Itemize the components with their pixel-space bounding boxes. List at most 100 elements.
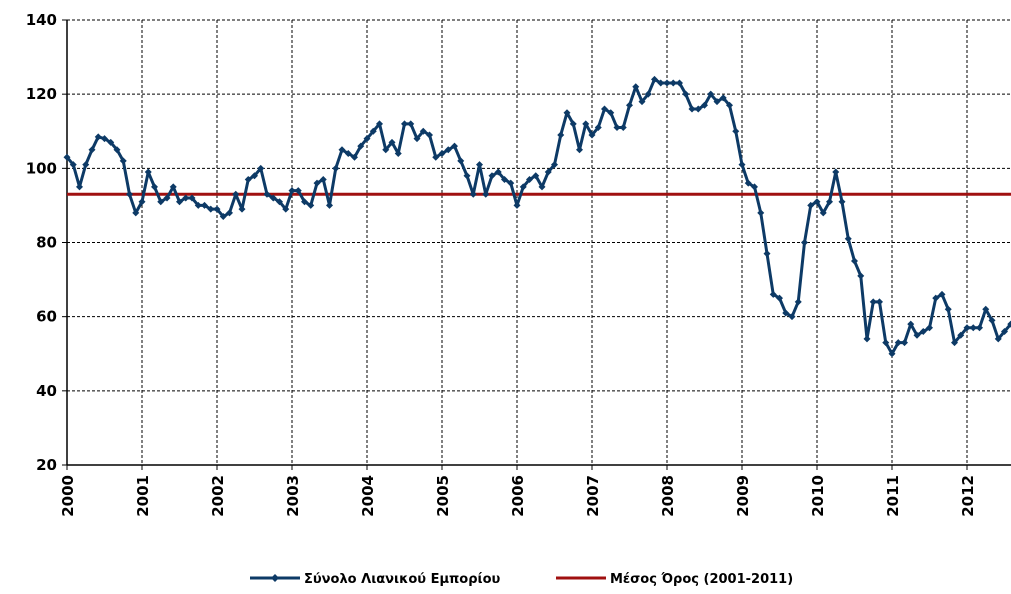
point: [382, 146, 390, 154]
point: [82, 161, 90, 169]
point: [619, 124, 627, 132]
point: [107, 138, 115, 146]
point: [401, 120, 408, 128]
x-tick-label: 2000: [59, 475, 77, 517]
point: [507, 179, 515, 187]
point: [976, 324, 983, 332]
x-tick-label: 2005: [434, 475, 452, 517]
x-tick-label: 2009: [734, 475, 752, 517]
point: [451, 142, 458, 150]
series-line: [65, 77, 1011, 356]
point: [726, 101, 733, 109]
point: [207, 205, 215, 213]
y-tick-label: 40: [36, 382, 57, 400]
point: [638, 98, 646, 106]
point: [969, 324, 977, 332]
point: [538, 183, 546, 191]
point: [632, 83, 640, 91]
point: [782, 309, 790, 317]
point: [582, 120, 590, 128]
point: [363, 135, 371, 143]
point: [238, 205, 246, 213]
point: [963, 324, 971, 332]
point: [613, 124, 621, 132]
point: [519, 183, 527, 191]
point: [532, 172, 540, 180]
point: [857, 272, 865, 280]
point: [463, 172, 471, 180]
point: [913, 331, 921, 339]
point: [476, 161, 483, 169]
point: [319, 175, 327, 183]
point: [569, 120, 577, 128]
point: [657, 79, 665, 87]
point: [801, 239, 808, 246]
point: [294, 187, 302, 195]
y-tick-label: 60: [36, 308, 57, 326]
point: [563, 109, 571, 117]
point: [151, 183, 158, 191]
point: [776, 294, 783, 302]
legend-label: Μέσος Όρος (2001-2011): [610, 572, 793, 587]
point: [788, 313, 796, 321]
point: [601, 105, 608, 113]
point: [282, 205, 290, 213]
point: [469, 190, 477, 198]
point: [432, 153, 440, 161]
point: [376, 120, 383, 128]
y-tick-label: 100: [26, 159, 57, 177]
point: [244, 175, 252, 183]
point: [576, 146, 583, 154]
point: [351, 153, 358, 161]
point: [694, 105, 702, 113]
point: [732, 127, 740, 135]
point: [544, 168, 552, 176]
point: [626, 101, 633, 109]
point: [344, 150, 352, 157]
point: [707, 90, 715, 98]
point: [957, 331, 965, 339]
point: [826, 198, 833, 206]
point: [69, 161, 77, 169]
point: [832, 168, 840, 176]
point: [113, 146, 121, 154]
point: [982, 305, 990, 313]
point: [288, 187, 296, 195]
point: [851, 257, 858, 265]
legend-label: Σύνολο Λιανικού Εμπορίου: [304, 572, 501, 587]
point: [232, 190, 240, 198]
point: [682, 90, 690, 98]
point: [513, 201, 521, 209]
point: [94, 133, 102, 141]
point: [444, 146, 452, 154]
point: [276, 198, 283, 206]
point: [794, 298, 802, 306]
point: [944, 305, 952, 313]
point: [388, 138, 396, 146]
point: [651, 75, 658, 83]
point: [919, 328, 927, 335]
point: [138, 198, 146, 206]
point: [951, 339, 958, 347]
point: [488, 172, 496, 180]
point: [157, 198, 165, 206]
y-tick-label: 20: [36, 456, 57, 474]
point: [869, 298, 877, 306]
point: [863, 335, 871, 343]
point: [938, 290, 946, 298]
point: [1001, 328, 1008, 335]
point: [251, 172, 258, 180]
point: [551, 161, 558, 169]
point: [688, 105, 696, 113]
point: [413, 135, 421, 143]
point: [526, 175, 533, 183]
point: [844, 235, 852, 243]
point: [594, 124, 602, 132]
point: [119, 157, 127, 165]
point: [301, 198, 308, 206]
x-tick-label: 2006: [509, 475, 527, 517]
x-tick-label: 2008: [659, 475, 677, 517]
point: [126, 190, 133, 198]
point: [719, 94, 727, 102]
